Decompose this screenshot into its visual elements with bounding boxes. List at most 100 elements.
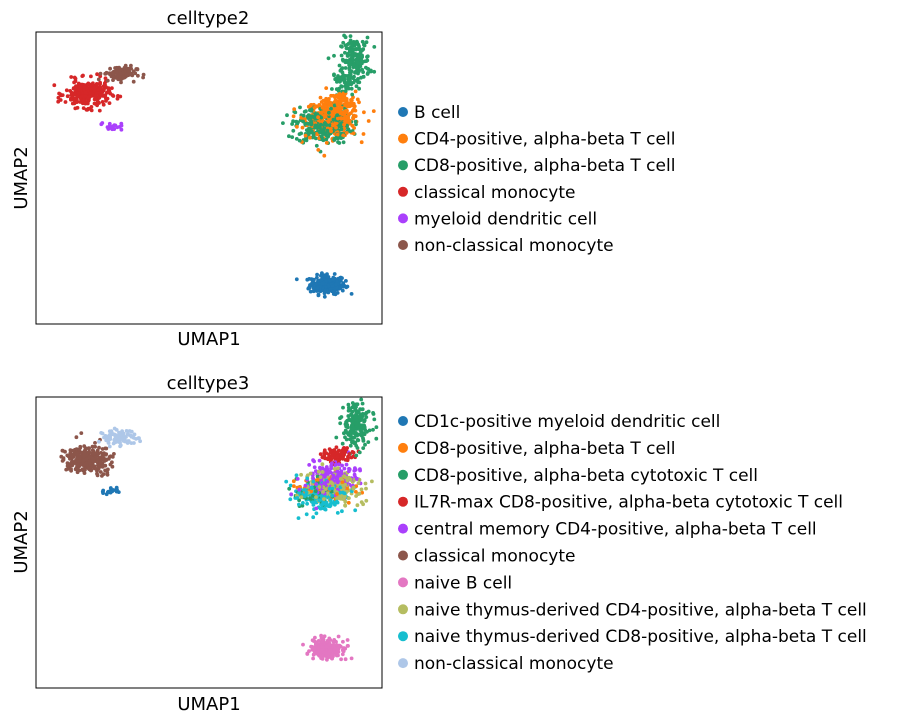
data-point <box>332 53 336 58</box>
data-point <box>295 124 299 129</box>
data-point <box>118 432 123 436</box>
data-point <box>350 409 355 414</box>
data-point <box>345 638 350 642</box>
data-point <box>327 503 332 507</box>
data-point <box>333 502 337 507</box>
data-point <box>327 123 332 128</box>
data-point <box>360 39 365 44</box>
data-point <box>343 109 348 113</box>
data-point <box>334 477 339 482</box>
data-point <box>345 284 350 289</box>
data-point <box>100 453 105 458</box>
data-point <box>301 642 305 647</box>
data-point <box>105 78 110 83</box>
data-point <box>305 121 310 126</box>
data-point <box>357 100 361 105</box>
data-point <box>296 120 300 125</box>
data-point <box>104 70 109 75</box>
data-point <box>367 428 372 433</box>
data-point <box>353 414 357 419</box>
data-point <box>119 127 124 132</box>
legend-label: non-classical monocyte <box>414 236 614 256</box>
data-point <box>340 70 345 75</box>
data-point <box>320 105 325 110</box>
data-point <box>346 414 351 418</box>
data-point <box>311 458 315 463</box>
data-point <box>342 116 346 121</box>
data-point <box>326 56 331 61</box>
data-point <box>309 277 314 282</box>
data-point <box>333 462 338 467</box>
data-point <box>310 638 315 643</box>
data-point <box>341 486 346 491</box>
data-point <box>316 124 321 128</box>
data-point <box>316 293 321 298</box>
data-point <box>298 105 302 110</box>
data-point <box>76 467 80 472</box>
data-point <box>323 474 327 479</box>
data-point <box>353 508 358 513</box>
data-point <box>326 119 331 124</box>
data-point <box>347 49 352 54</box>
data-point <box>341 91 346 96</box>
data-point <box>343 435 347 440</box>
data-point <box>334 435 339 440</box>
data-point <box>313 281 318 286</box>
data-point <box>94 82 99 86</box>
data-point <box>346 76 351 81</box>
data-point <box>306 286 311 291</box>
data-point <box>73 96 78 101</box>
data-point <box>346 41 351 46</box>
panel-title: celltype3 <box>167 373 250 394</box>
data-point <box>364 498 369 503</box>
data-point <box>342 98 347 103</box>
data-point <box>354 490 358 494</box>
data-point <box>318 110 323 115</box>
data-point <box>366 440 371 444</box>
data-point <box>341 140 346 145</box>
data-point <box>133 71 138 76</box>
data-point <box>343 103 348 108</box>
data-point <box>308 289 313 294</box>
data-point <box>291 114 296 119</box>
data-point <box>334 445 339 450</box>
data-point <box>329 129 333 134</box>
data-point <box>371 411 375 415</box>
data-point <box>118 77 122 82</box>
data-point <box>308 135 312 140</box>
data-point <box>370 479 374 484</box>
data-point <box>85 82 90 87</box>
data-point <box>330 652 335 657</box>
data-point <box>321 500 326 504</box>
data-point <box>111 94 116 98</box>
data-point <box>60 93 65 97</box>
data-point <box>312 286 316 291</box>
data-point <box>327 487 332 491</box>
legend-label: CD4-positive, alpha-beta T cell <box>414 130 675 150</box>
data-point <box>328 498 333 502</box>
data-point <box>340 652 345 657</box>
data-point <box>343 89 348 93</box>
data-point <box>339 415 344 419</box>
data-point <box>77 455 82 460</box>
data-point <box>122 65 127 70</box>
data-point <box>70 101 75 106</box>
data-point <box>97 439 101 444</box>
data-point <box>355 446 360 450</box>
data-point <box>339 136 343 141</box>
data-point <box>359 140 364 145</box>
data-point <box>350 423 355 428</box>
data-point <box>294 137 299 141</box>
data-point <box>124 429 129 433</box>
data-point <box>107 444 112 449</box>
data-point <box>104 96 108 101</box>
legend-marker <box>398 160 408 171</box>
data-point <box>353 69 358 74</box>
data-point <box>292 484 296 488</box>
data-point <box>324 111 328 115</box>
data-point <box>112 438 117 443</box>
data-point <box>99 464 104 469</box>
data-point <box>341 40 346 45</box>
data-point <box>337 95 342 99</box>
data-point <box>322 506 327 511</box>
